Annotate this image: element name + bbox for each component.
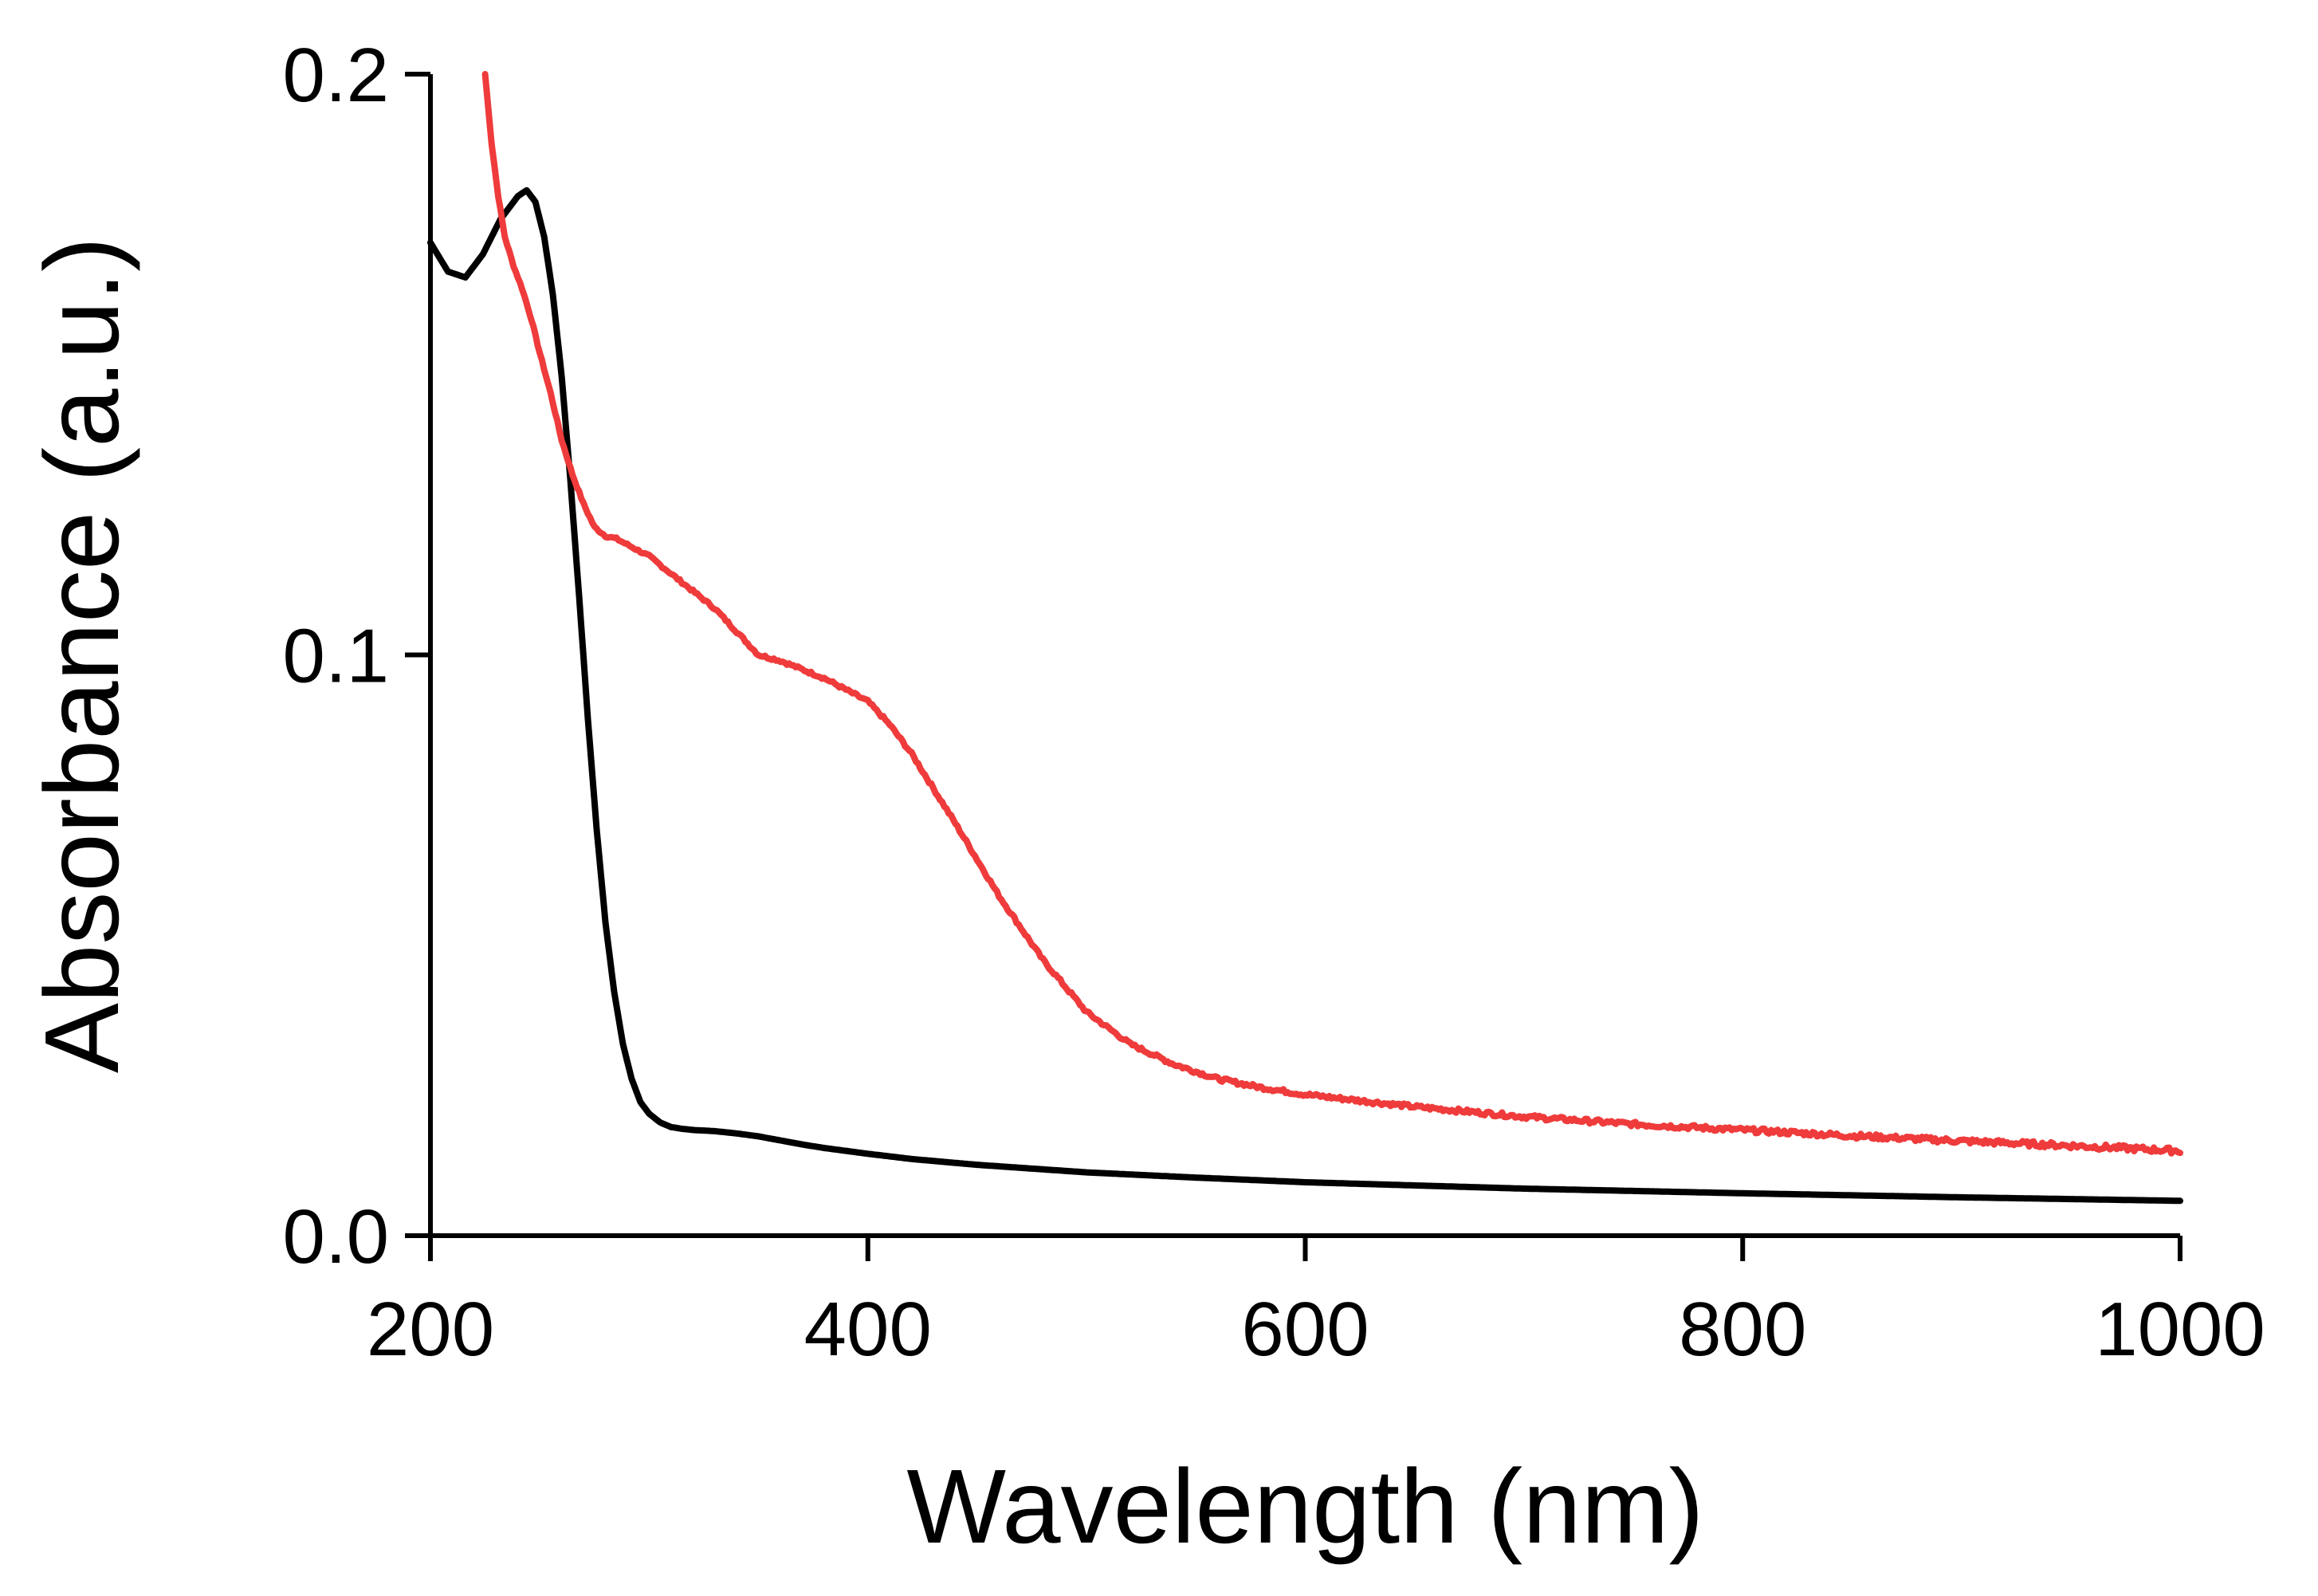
y-tick-label: 0.1 bbox=[283, 614, 389, 699]
x-axis-title: Wavelength (nm) bbox=[906, 1448, 1703, 1565]
x-tick-label: 1000 bbox=[2095, 1287, 2265, 1372]
series-line-red bbox=[485, 74, 2180, 1154]
ticks-layer: 200 400 600 800 1000 0.0 0.1 0.2 bbox=[283, 33, 2265, 1372]
y-axis-title: Absorbance (a.u.) bbox=[23, 237, 140, 1073]
x-tick-label: 600 bbox=[1241, 1287, 1369, 1372]
x-tick-label: 400 bbox=[804, 1287, 932, 1372]
absorbance-chart: 200 400 600 800 1000 0.0 0.1 0.2 Wavelength (nm… bbox=[0, 0, 2318, 1596]
y-tick-label: 0.0 bbox=[283, 1194, 389, 1280]
axes-layer bbox=[428, 74, 2180, 1238]
y-tick-label: 0.2 bbox=[283, 33, 389, 118]
x-tick-label: 200 bbox=[367, 1287, 494, 1372]
series-layer bbox=[430, 74, 2180, 1201]
series-line-black bbox=[430, 191, 2180, 1201]
x-tick-label: 800 bbox=[1679, 1287, 1806, 1372]
